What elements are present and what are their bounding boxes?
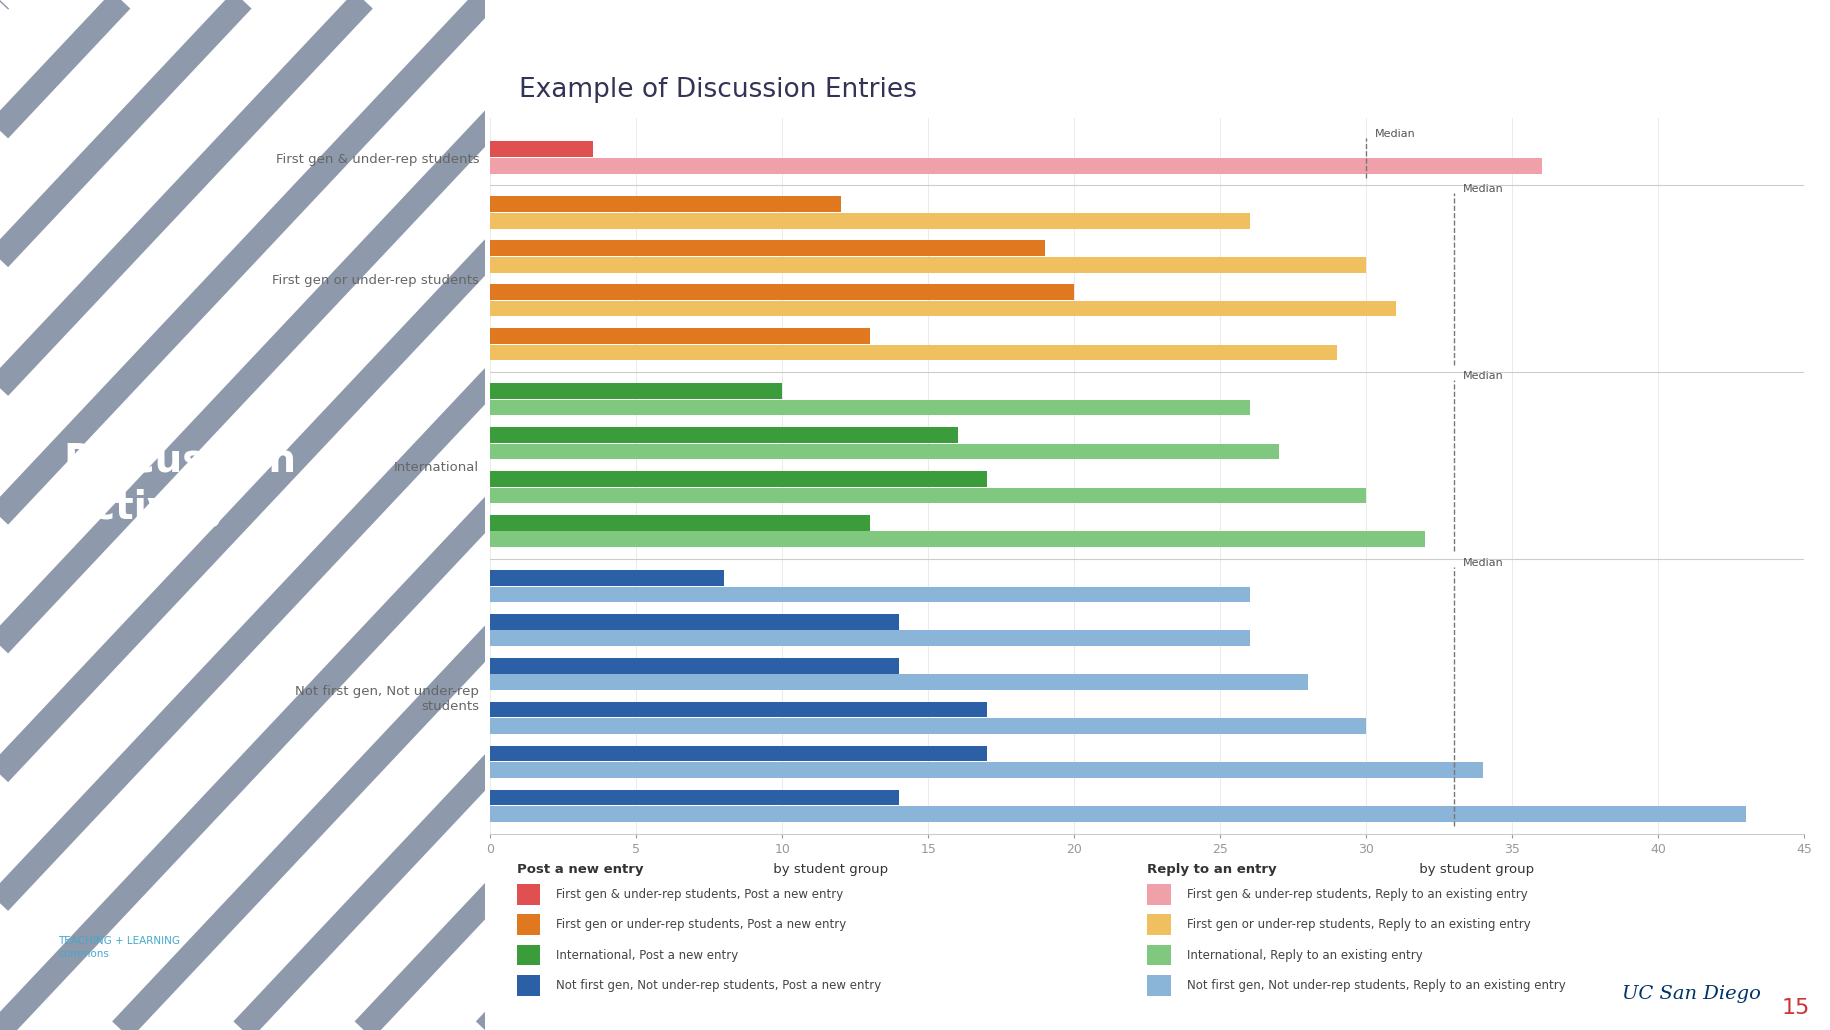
Bar [516,975,540,996]
Bar [490,718,1367,734]
Bar [490,762,1482,778]
Bar [490,630,1250,646]
Bar [490,329,869,344]
Text: TEACHING + LEARNING
commons: TEACHING + LEARNING commons [59,936,179,959]
Text: International, Post a new entry: International, Post a new entry [556,949,737,962]
Bar [490,531,1426,547]
Bar [490,158,1541,173]
Text: Example of Discussion Entries: Example of Discussion Entries [520,77,917,103]
Bar [490,427,957,443]
Text: First gen or under-rep students, Post a new entry: First gen or under-rep students, Post a … [556,919,847,931]
Bar [516,915,540,935]
Bar [490,213,1250,229]
Text: International, Reply to an existing entry: International, Reply to an existing entr… [1188,949,1422,962]
Text: First gen & under-rep students, Post a new entry: First gen & under-rep students, Post a n… [556,888,844,901]
Bar [490,444,1279,459]
Bar [490,570,725,586]
Text: Median: Median [1462,183,1504,194]
Text: Median: Median [1462,557,1504,568]
Bar [1147,975,1171,996]
Text: 15: 15 [1781,998,1810,1019]
Bar [516,884,540,904]
Bar [490,790,899,805]
Text: Post a new entry: Post a new entry [516,862,642,876]
Bar [490,614,899,629]
Bar [490,400,1250,415]
Text: Median: Median [1462,371,1504,381]
Text: Discussion
Activity: Discussion Activity [62,442,296,526]
Bar [490,701,986,718]
Bar [490,383,783,399]
Bar [490,515,869,530]
Bar [490,240,1045,256]
Bar [490,301,1396,316]
Bar [490,658,899,674]
Text: Median: Median [1374,129,1416,139]
Bar [490,746,986,761]
Bar [490,256,1367,273]
Bar [490,471,986,487]
Bar [1147,945,1171,965]
Bar [490,487,1367,504]
Text: by student group: by student group [769,862,888,876]
Bar [1147,884,1171,904]
Text: Not first gen, Not under-rep students, Post a new entry: Not first gen, Not under-rep students, P… [556,978,882,992]
Bar [490,197,840,212]
Bar [490,806,1746,822]
Bar [1147,915,1171,935]
Bar [490,586,1250,603]
Text: UC San Diego: UC San Diego [1621,985,1760,1003]
Bar [490,284,1074,300]
Bar [490,141,593,157]
Text: First gen or under-rep students, Reply to an existing entry: First gen or under-rep students, Reply t… [1188,919,1530,931]
Text: Reply to an entry: Reply to an entry [1147,862,1277,876]
Bar [490,345,1338,360]
Text: First gen & under-rep students, Reply to an existing entry: First gen & under-rep students, Reply to… [1188,888,1528,901]
Bar [516,945,540,965]
Text: by student group: by student group [1415,862,1535,876]
Text: Not first gen, Not under-rep students, Reply to an existing entry: Not first gen, Not under-rep students, R… [1188,978,1566,992]
Bar [490,675,1308,690]
